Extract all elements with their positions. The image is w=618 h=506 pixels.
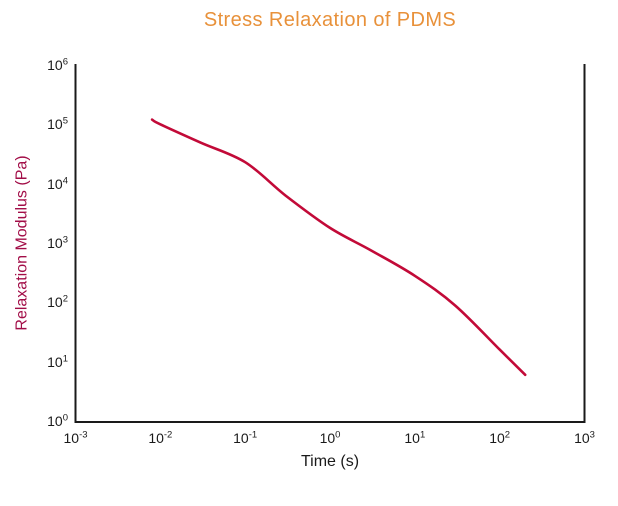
y-axis-label-wrap: Relaxation Modulus (Pa) xyxy=(13,65,33,421)
x-axis-label: Time (s) xyxy=(300,453,360,470)
y-axis-label: Relaxation Modulus (Pa) xyxy=(14,155,32,331)
pdms-relaxation-curve xyxy=(150,118,527,377)
chart-title: Stress Relaxation of PDMS xyxy=(203,9,457,31)
